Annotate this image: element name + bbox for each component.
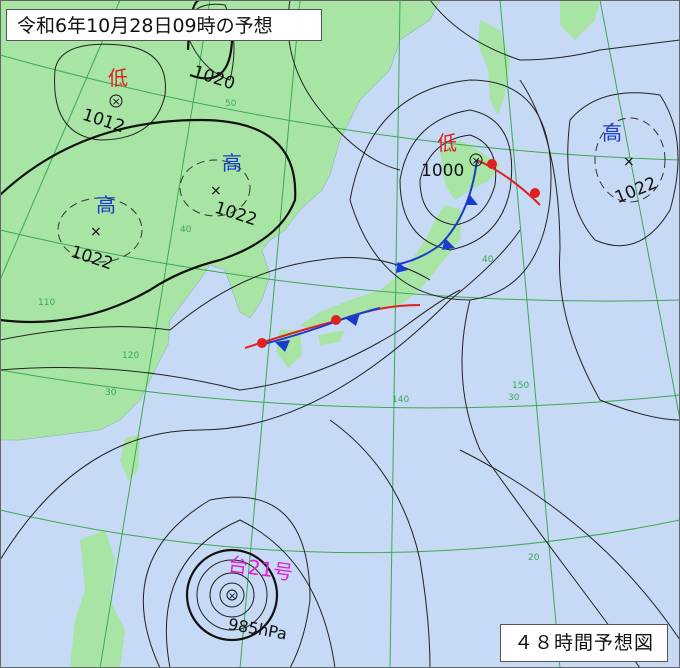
land-kuril-area [560,0,600,40]
lon-130 [239,0,301,668]
cold-front-ne [394,159,478,266]
grid-label: 30 [105,388,117,398]
warm-front-mark [487,159,497,169]
land-philippines [70,530,125,668]
low-center-icon: × [109,94,123,108]
cold-front-mark [466,195,478,205]
dashed-isobars [57,117,666,263]
grid-label: 140 [392,395,409,405]
warm-front-mark [331,315,341,325]
grid-label: 20 [528,553,540,563]
warm-front-ne [476,159,541,206]
forecast-label: ４８時間予想図 [500,624,668,662]
high-center-icon: × [90,224,102,240]
warm-front-mark [257,338,267,348]
svg-text:×: × [112,95,121,108]
grid-label: 50 [225,99,237,109]
high-center-icon: × [623,154,635,170]
low-symbol: 低 [108,66,128,90]
lon-160 [599,0,680,421]
land-asia [0,0,441,441]
grid-label: 150 [512,381,529,391]
grid-label: 40 [180,225,192,235]
low-symbol: 低 [437,131,457,155]
cold-front-mark [275,340,290,352]
cold-front-mark [345,313,360,326]
land-taiwan [120,435,140,480]
lat-20 [0,509,680,554]
cold-front-mark [396,262,408,273]
high-symbol: 高 [222,151,242,175]
land-hokkaido [440,140,500,200]
lat-50 [0,54,680,161]
lon-150 [499,0,561,668]
high-center-icon: × [210,183,222,199]
land-sakhalin [478,20,510,115]
grid-label: 30 [508,393,520,403]
low-center-icon: × [469,153,483,167]
land-shikoku [318,330,345,345]
typhoon-center-icon: × [226,589,238,602]
grid-label: 40 [482,255,494,265]
high-symbol: 高 [96,193,116,217]
warm-front-mark [530,188,540,198]
lon-120 [99,0,211,668]
grid-label: 110 [38,298,55,308]
grid-label: 120 [122,351,139,361]
svg-text:×: × [472,154,481,167]
high-symbol: 高 [602,121,622,145]
cold-front-mark [442,238,455,250]
map-title: 令和6年10月28日09時の予想 [6,9,322,41]
svg-text:×: × [228,591,236,602]
lon-110 [0,0,121,281]
land-honshu [300,205,462,330]
fronts [244,159,541,352]
lon-140 [389,0,401,668]
lat-30 [0,369,680,409]
pressure-label: 1000 [421,161,464,181]
lat-40 [0,229,680,302]
